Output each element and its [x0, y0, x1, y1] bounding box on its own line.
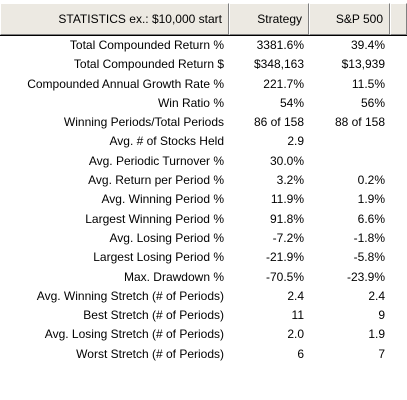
row-label: Avg. Losing Stretch (# of Periods): [44, 327, 224, 342]
sp500-value: -1.8%: [353, 230, 385, 245]
sp500-value: 2.4: [368, 288, 385, 303]
row-label: Max. Drawdown %: [123, 269, 224, 284]
strategy-value: -7.2%: [272, 230, 304, 245]
strategy-value: 11: [291, 308, 304, 323]
header-strategy[interactable]: Strategy: [229, 3, 309, 35]
sp500-value: 9: [378, 308, 385, 323]
table-row[interactable]: Avg. Losing Period % -7.2% -1.8%: [0, 229, 407, 248]
strategy-value: 11.9%: [270, 192, 304, 207]
table-row[interactable]: Worst Stretch (# of Periods) 6 7: [0, 345, 407, 364]
strategy-value: 86 of 158: [253, 115, 304, 130]
sp500-value: 6.6%: [357, 211, 385, 226]
table-row[interactable]: Compounded Annual Growth Rate % 221.7% 11.…: [0, 75, 407, 94]
row-label: Avg. Winning Period %: [101, 192, 224, 207]
strategy-value: 3381.6%: [256, 38, 304, 52]
statistics-rows: Total Compounded Return % 3381.6% 39.4% To…: [0, 36, 407, 364]
strategy-value: 54%: [279, 95, 304, 110]
table-row[interactable]: Winning Periods/Total Periods 86 of 158 88…: [0, 113, 407, 132]
row-label: Largest Winning Period %: [85, 211, 224, 226]
sp500-value: 0.2%: [357, 173, 385, 188]
strategy-value: $348,163: [253, 57, 304, 72]
strategy-value: 221.7%: [263, 76, 304, 91]
table-row[interactable]: Avg. Winning Period % 11.9% 1.9%: [0, 190, 407, 209]
row-label: Avg. Return per Period %: [88, 173, 224, 188]
row-label: Win Ratio %: [157, 95, 224, 110]
sp500-value: [309, 152, 385, 171]
strategy-value: 2.9: [287, 134, 304, 149]
row-label: Avg. Periodic Turnover %: [88, 153, 224, 168]
row-label: Winning Periods/Total Periods: [63, 115, 224, 130]
table-row[interactable]: Win Ratio % 54% 56%: [0, 94, 407, 113]
row-label: Worst Stretch (# of Periods): [76, 346, 224, 361]
strategy-value: -70.5%: [265, 269, 304, 284]
header-statistics[interactable]: STATISTICS ex.: $10,000 start: [0, 3, 229, 35]
sp500-value: 56%: [360, 95, 385, 110]
row-label: Total Compounded Return $: [73, 57, 224, 72]
header-divider: [0, 35, 407, 36]
strategy-value: 6: [297, 346, 304, 361]
header-sp500-label: S&P 500: [335, 12, 383, 26]
strategy-value: 2.0: [287, 327, 304, 342]
row-label: Avg. # of Stocks Held: [109, 134, 224, 149]
sp500-value: 1.9: [368, 327, 385, 342]
sp500-value: $13,939: [341, 57, 385, 72]
header-statistics-label: STATISTICS ex.: $10,000 start: [58, 12, 222, 26]
sp500-value: 39.4%: [350, 38, 385, 52]
sp500-value: -23.9%: [346, 269, 385, 284]
table-row[interactable]: Avg. Losing Stretch (# of Periods) 2.0 1.9: [0, 325, 407, 344]
row-label: Compounded Annual Growth Rate %: [27, 76, 224, 91]
row-label: Avg. Winning Stretch (# of Periods): [36, 288, 224, 303]
table-row[interactable]: Avg. # of Stocks Held 2.9: [0, 132, 407, 151]
table-row[interactable]: Avg. Winning Stretch (# of Periods) 2.4 2.…: [0, 287, 407, 306]
sp500-value: 11.5%: [351, 76, 385, 91]
header-filler: [390, 3, 407, 35]
grid-header: STATISTICS ex.: $10,000 start Strategy S…: [0, 0, 407, 35]
sp500-value: -5.8%: [353, 250, 385, 265]
strategy-value: -21.9%: [265, 250, 304, 265]
table-row[interactable]: Largest Losing Period % -21.9% -5.8%: [0, 248, 407, 267]
row-label: Largest Losing Period %: [93, 250, 224, 265]
header-sp500[interactable]: S&P 500: [309, 3, 390, 35]
header-strategy-label: Strategy: [257, 12, 302, 26]
sp500-value: 7: [378, 346, 385, 361]
row-label: Avg. Losing Period %: [109, 230, 224, 245]
row-label: Best Stretch (# of Periods): [83, 308, 224, 323]
table-row[interactable]: Max. Drawdown % -70.5% -23.9%: [0, 268, 407, 287]
table-row[interactable]: Avg. Periodic Turnover % 30.0%: [0, 152, 407, 171]
sp500-value: 1.9%: [357, 192, 385, 207]
table-row[interactable]: Total Compounded Return % 3381.6% 39.4%: [0, 36, 407, 55]
sp500-value: [309, 132, 385, 151]
sp500-value: 88 of 158: [334, 115, 385, 130]
strategy-value: 30.0%: [269, 153, 304, 168]
strategy-value: 2.4: [287, 288, 304, 303]
table-row[interactable]: Avg. Return per Period % 3.2% 0.2%: [0, 171, 407, 190]
table-row[interactable]: Largest Winning Period % 91.8% 6.6%: [0, 210, 407, 229]
row-label: Total Compounded Return %: [69, 38, 224, 52]
table-row[interactable]: Best Stretch (# of Periods) 11 9: [0, 306, 407, 325]
table-row[interactable]: Total Compounded Return $ $348,163 $13,939: [0, 55, 407, 74]
strategy-value: 3.2%: [276, 173, 304, 188]
strategy-value: 91.8%: [269, 211, 304, 226]
